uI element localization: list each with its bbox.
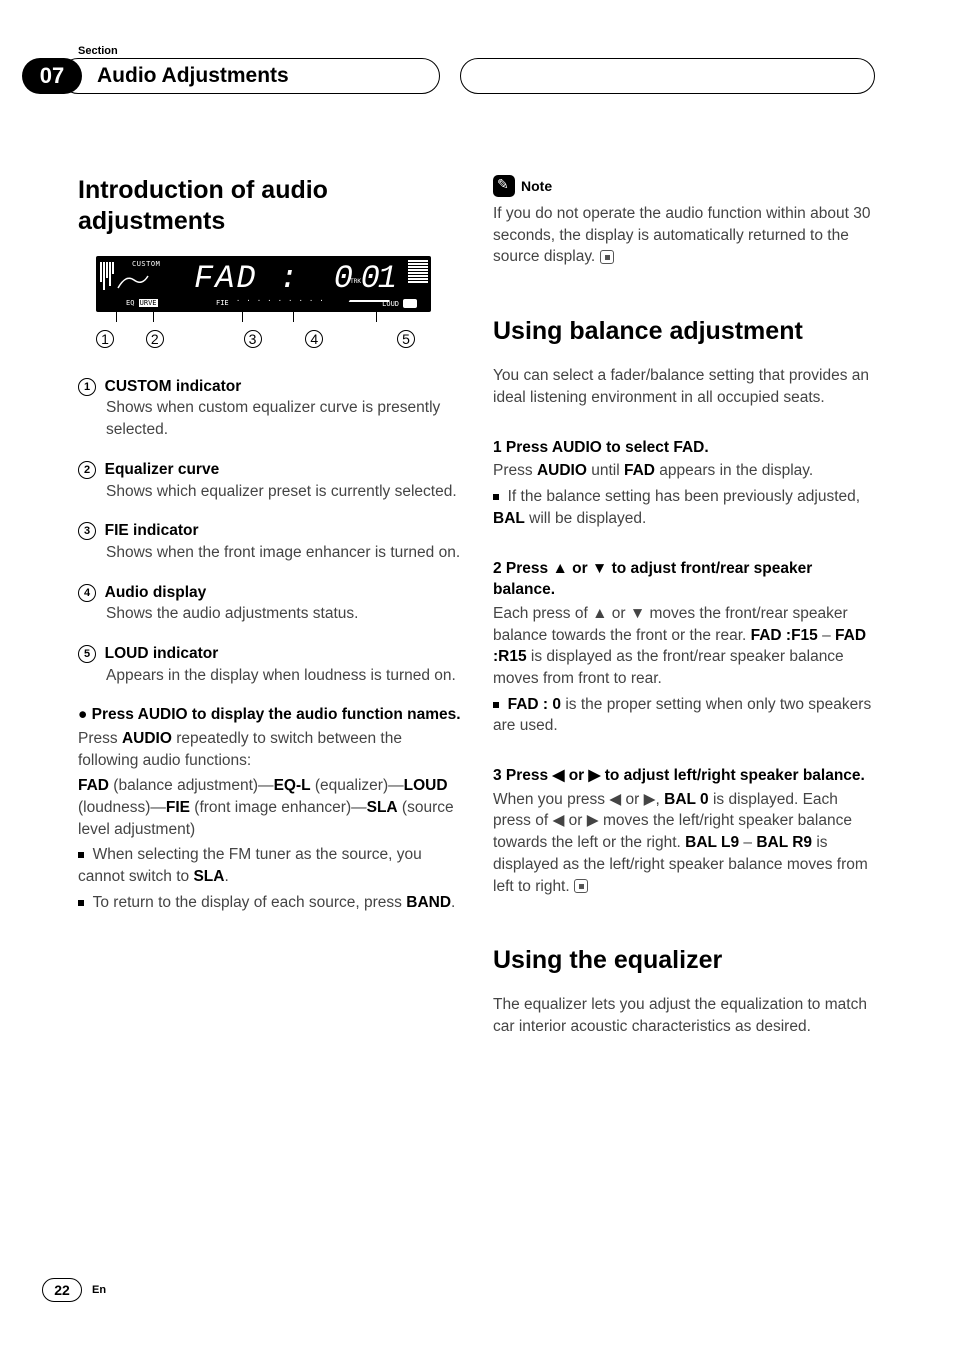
lcd-trk-label: TRK [350, 278, 361, 285]
step2-note: FAD : 0 is the proper setting when only … [493, 694, 876, 737]
callout-1: 1 [96, 330, 114, 348]
step1-head: 1 Press AUDIO to select FAD. [493, 437, 876, 459]
def-item-1: 1 CUSTOM indicator Shows when custom equ… [78, 376, 461, 441]
end-icon [600, 250, 614, 264]
section-number-badge: 07 [22, 58, 82, 94]
lcd-figure: CUSTOM EQ URVE FAD : FIE · · · · · · · ·… [96, 256, 461, 322]
fm-note: When selecting the FM tuner as the sourc… [78, 844, 461, 887]
lcd-eq-text: EQ URVE [126, 299, 158, 307]
lcd-display: CUSTOM EQ URVE FAD : FIE · · · · · · · ·… [96, 256, 431, 312]
callout-4: 4 [305, 330, 323, 348]
lcd-fie-dots: · · · · · · · · · [236, 297, 325, 305]
step1-body: Press AUDIO until FAD appears in the dis… [493, 460, 876, 482]
eq-intro: The equalizer lets you adjust the equali… [493, 994, 876, 1037]
def-item-4: 4 Audio display Shows the audio adjustme… [78, 582, 461, 625]
page-lang: En [92, 1284, 106, 1296]
heading-balance: Using balance adjustment [493, 316, 876, 347]
press-audio-body: Press AUDIO repeatedly to switch between… [78, 728, 461, 771]
press-audio-head: ● Press AUDIO to display the audio funct… [78, 704, 461, 726]
heading-equalizer: Using the equalizer [493, 945, 876, 976]
def-item-5: 5 LOUD indicator Appears in the display … [78, 643, 461, 686]
section-label: Section [78, 45, 118, 57]
chapter-title: Audio Adjustments [60, 58, 440, 94]
page-footer: 22 En [42, 1278, 106, 1302]
def-item-3: 3 FIE indicator Shows when the front ima… [78, 520, 461, 563]
left-column: Introduction of audio adjustments CUSTOM… [78, 175, 461, 1042]
step3-body: When you press ◀ or ▶, BAL 0 is displaye… [493, 789, 876, 897]
lcd-signal-icon [408, 260, 428, 283]
header-pill-right [460, 58, 875, 94]
callout-3: 3 [244, 330, 262, 348]
lcd-segment-01: 01 [361, 260, 395, 297]
callout-numbers: 1 2 3 4 5 [96, 330, 431, 348]
page-number: 22 [42, 1278, 82, 1302]
right-column: Note If you do not operate the audio fun… [493, 175, 876, 1042]
step2-head: 2 Press ▲ or ▼ to adjust front/rear spea… [493, 558, 876, 601]
function-sequence: FAD (balance adjustment)—EQ-L (equalizer… [78, 775, 461, 840]
heading-intro: Introduction of audio adjustments [78, 175, 461, 238]
lcd-curve-icon [116, 270, 150, 292]
step3-head: 3 Press ◀ or ▶ to adjust left/right spea… [493, 765, 876, 787]
lcd-loud-label: LOUD [382, 300, 399, 308]
band-note: To return to the display of each source,… [78, 892, 461, 914]
lcd-custom-label: CUSTOM [132, 260, 160, 268]
lcd-main-text: FAD : [194, 260, 300, 297]
lcd-eq-bars-icon [100, 262, 114, 290]
callout-5: 5 [397, 330, 415, 348]
end-icon [574, 879, 588, 893]
step2-body: Each press of ▲ or ▼ moves the front/rea… [493, 603, 876, 690]
lcd-loud-icon [403, 299, 417, 308]
note-icon [493, 175, 515, 197]
note-label: Note [521, 178, 552, 194]
def-item-2: 2 Equalizer curve Shows which equalizer … [78, 459, 461, 502]
step1-note: If the balance setting has been previous… [493, 486, 876, 529]
callout-2: 2 [146, 330, 164, 348]
page-content: Introduction of audio adjustments CUSTOM… [78, 175, 876, 1042]
lcd-fie-label: FIE [216, 299, 229, 307]
note-text: If you do not operate the audio function… [493, 203, 876, 268]
balance-intro: You can select a fader/balance setting t… [493, 365, 876, 408]
